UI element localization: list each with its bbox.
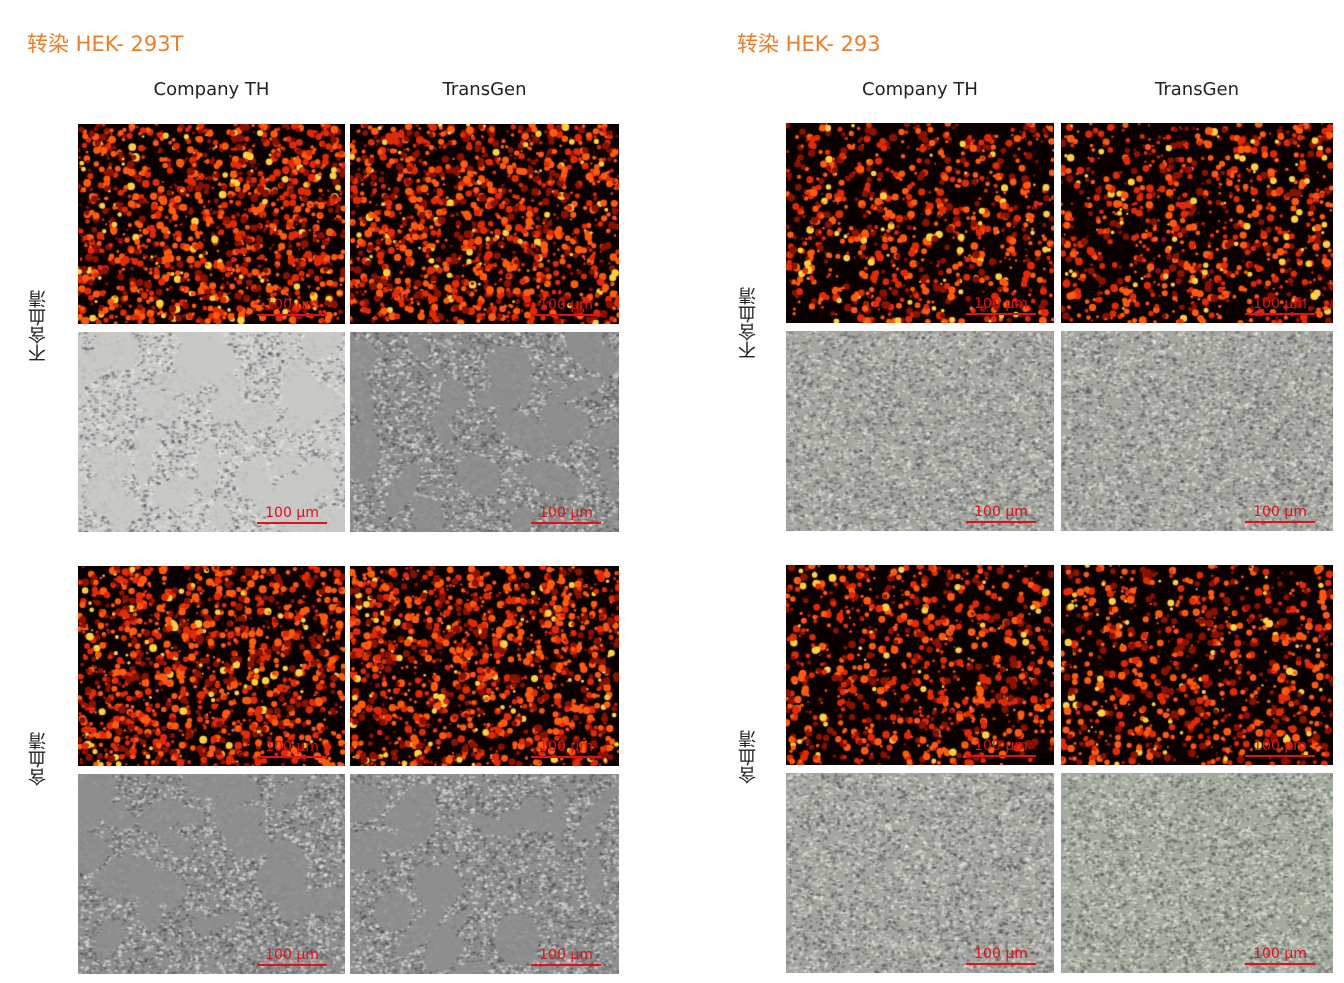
brightfield-image: 100 µm [78,774,345,974]
scale-bar: 100 µm [1245,946,1315,965]
fluorescence-image: 100 µm [1061,565,1333,765]
micrograph [350,774,619,974]
scale-bar-label: 100 µm [265,297,319,313]
scale-bar-line [257,522,327,524]
figure-title: 转染 HEK- 293T [27,32,184,56]
scale-bar-label: 100 µm [974,738,1028,754]
brightfield-image: 100 µm [1061,773,1333,973]
scale-bar-line [257,314,327,316]
scale-bar: 100 µm [1245,504,1315,523]
scale-bar: 100 µm [531,297,601,316]
micrograph [1061,773,1333,973]
scale-bar-label: 100 µm [1253,738,1307,754]
micrograph [78,566,345,766]
row-label: 不含血清 [28,290,49,362]
fluorescence-image: 100 µm [1061,123,1333,323]
scale-bar-line [966,963,1036,965]
scale-bar-label: 100 µm [539,505,593,521]
fluorescence-image: 100 µm [350,124,619,324]
scale-bar: 100 µm [531,739,601,758]
micrograph [350,566,619,766]
fluorescence-image: 100 µm [786,565,1054,765]
column-header: TransGen [442,79,527,100]
scale-bar: 100 µm [966,296,1036,315]
row-label: 不含血清 [738,287,759,359]
scale-bar: 100 µm [1245,738,1315,757]
scale-bar: 100 µm [531,505,601,524]
brightfield-image: 100 µm [786,331,1054,531]
scale-bar: 100 µm [966,504,1036,523]
micrograph [786,123,1054,323]
scale-bar: 100 µm [966,946,1036,965]
brightfield-image: 100 µm [786,773,1054,973]
scale-bar-line [1245,521,1315,523]
scale-bar-label: 100 µm [974,504,1028,520]
scale-bar-label: 100 µm [1253,946,1307,962]
scale-bar: 100 µm [1245,296,1315,315]
scale-bar: 100 µm [966,738,1036,757]
brightfield-image: 100 µm [1061,331,1333,531]
micrograph [786,773,1054,973]
scale-bar-line [531,522,601,524]
scale-bar-label: 100 µm [974,946,1028,962]
column-header: Company TH [862,79,978,100]
scale-bar-label: 100 µm [539,739,593,755]
scale-bar: 100 µm [257,505,327,524]
micrograph [1061,123,1333,323]
scale-bar-line [257,756,327,758]
column-header: Company TH [153,79,270,100]
micrograph [78,774,345,974]
fluorescence-image: 100 µm [786,123,1054,323]
scale-bar-label: 100 µm [1253,296,1307,312]
column-header: TransGen [1155,79,1239,100]
scale-bar: 100 µm [531,947,601,966]
scale-bar-line [257,964,327,966]
scale-bar-line [966,755,1036,757]
scale-bar-line [1245,313,1315,315]
scale-bar-label: 100 µm [974,296,1028,312]
scale-bar-label: 100 µm [1253,504,1307,520]
row-label: 含血清 [738,730,759,784]
brightfield-image: 100 µm [350,332,619,532]
micrograph [78,124,345,324]
scale-bar-line [531,964,601,966]
scale-bar-line [966,313,1036,315]
micrograph [78,332,345,532]
fluorescence-image: 100 µm [78,566,345,766]
scale-bar: 100 µm [257,947,327,966]
scale-bar-line [531,756,601,758]
scale-bar-label: 100 µm [265,505,319,521]
scale-bar-label: 100 µm [539,297,593,313]
scale-bar-label: 100 µm [539,947,593,963]
micrograph [1061,331,1333,531]
micrograph [1061,565,1333,765]
micrograph [350,332,619,532]
row-label: 含血清 [28,732,49,786]
brightfield-image: 100 µm [350,774,619,974]
brightfield-image: 100 µm [78,332,345,532]
micrograph [350,124,619,324]
fluorescence-image: 100 µm [350,566,619,766]
scale-bar-line [966,521,1036,523]
scale-bar-label: 100 µm [265,947,319,963]
fluorescence-image: 100 µm [78,124,345,324]
scale-bar: 100 µm [257,739,327,758]
scale-bar: 100 µm [257,297,327,316]
micrograph [786,331,1054,531]
scale-bar-line [1245,755,1315,757]
scale-bar-label: 100 µm [265,739,319,755]
scale-bar-line [1245,963,1315,965]
figure-title: 转染 HEK- 293 [737,32,881,56]
scale-bar-line [531,314,601,316]
micrograph [786,565,1054,765]
